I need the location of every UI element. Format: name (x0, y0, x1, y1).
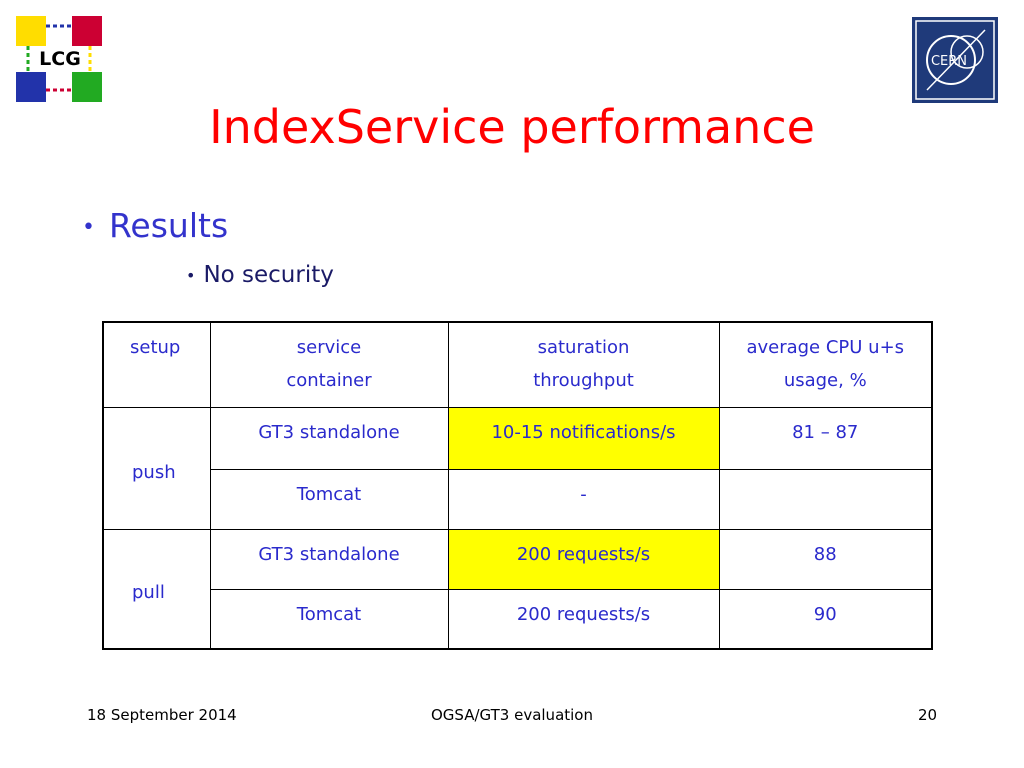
footer-center: OGSA/GT3 evaluation (430, 706, 593, 724)
header-cell: saturation throughput (447, 321, 720, 408)
setup-cell: pull (102, 528, 211, 650)
header-cell: average CPU u+s usage, % (718, 321, 933, 408)
footer-date: 18 September 2014 (87, 706, 237, 724)
row: push GT3 standalone 10-15 notifications/… (102, 406, 933, 530)
cell: 88 (718, 528, 933, 590)
results-table: setup service container saturation throu… (102, 321, 933, 650)
lcg-logo: LCG (16, 16, 102, 102)
cern-logo: CERN (912, 17, 998, 103)
empty-cell (718, 468, 933, 530)
title: IndexService performance (209, 100, 815, 154)
bullet: • Results (82, 206, 229, 245)
row: Tomcat - (103, 468, 933, 530)
sub-bullet-text: No security (203, 262, 334, 288)
header-cell: setup (102, 321, 211, 408)
cell: 10-15 notifications/s (447, 406, 720, 470)
row: pull GT3 standalone 200 requests/s 88 (102, 528, 933, 650)
page-number: 20 (918, 706, 938, 724)
sub-bullet: • No security (186, 262, 334, 288)
cern-text: CERN (931, 54, 967, 69)
lcg-text: LCG (39, 48, 81, 70)
cell: - (447, 468, 720, 530)
cell: GT3 standalone (209, 528, 449, 590)
setup-cell: push (102, 406, 211, 530)
cell: Tomcat (209, 588, 449, 650)
header-cell: service container (209, 321, 449, 408)
cell: Tomcat (209, 468, 449, 530)
cell: 200 requests/s (447, 528, 720, 590)
cell: GT3 standalone (209, 406, 449, 470)
row: Tomcat 200 requests/s 90 (103, 588, 933, 650)
bullet-text: Results (108, 206, 229, 245)
cell: 90 (718, 588, 933, 650)
header-row: setup service container saturation throu… (102, 321, 933, 408)
cell: 200 requests/s (447, 588, 720, 650)
cell: 81 – 87 (718, 406, 933, 470)
